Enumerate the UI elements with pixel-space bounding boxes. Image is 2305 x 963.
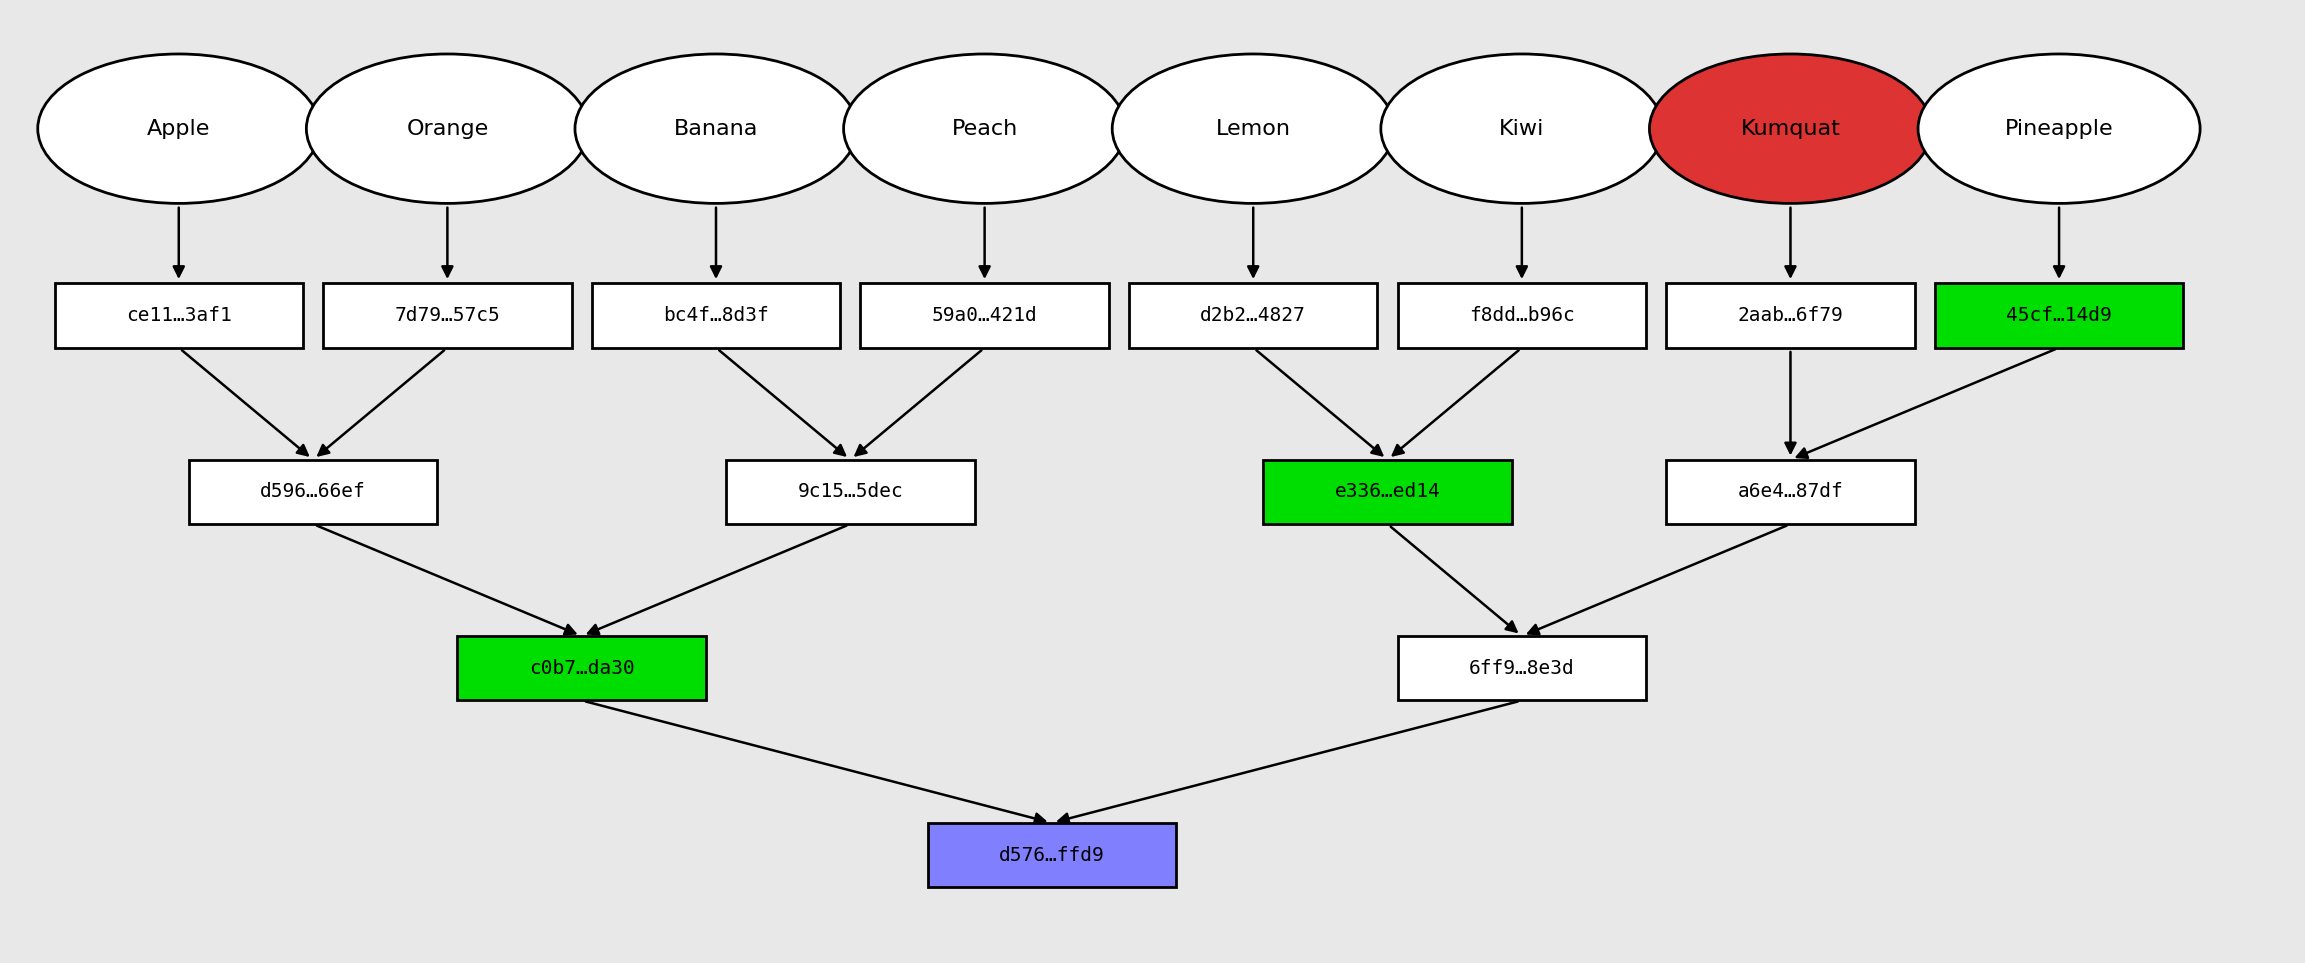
Text: Lemon: Lemon	[1215, 118, 1291, 139]
Text: f8dd…b96c: f8dd…b96c	[1468, 306, 1574, 325]
Text: Apple: Apple	[148, 118, 210, 139]
Text: ce11…3af1: ce11…3af1	[127, 306, 230, 325]
Text: Orange: Orange	[406, 118, 489, 139]
FancyBboxPatch shape	[1397, 637, 1646, 700]
Text: 2aab…6f79: 2aab…6f79	[1738, 306, 1844, 325]
Text: Kiwi: Kiwi	[1498, 118, 1544, 139]
Ellipse shape	[1650, 54, 1932, 203]
Text: Kumquat: Kumquat	[1740, 118, 1839, 139]
FancyBboxPatch shape	[860, 283, 1109, 348]
Text: 9c15…5dec: 9c15…5dec	[798, 482, 904, 502]
FancyBboxPatch shape	[55, 283, 302, 348]
Text: 6ff9…8e3d: 6ff9…8e3d	[1468, 659, 1574, 678]
FancyBboxPatch shape	[592, 283, 841, 348]
Text: e336…ed14: e336…ed14	[1335, 482, 1441, 502]
Ellipse shape	[574, 54, 857, 203]
Text: d596…66ef: d596…66ef	[260, 482, 366, 502]
Text: Banana: Banana	[673, 118, 758, 139]
Ellipse shape	[1113, 54, 1395, 203]
Text: bc4f…8d3f: bc4f…8d3f	[664, 306, 770, 325]
Text: 7d79…57c5: 7d79…57c5	[394, 306, 500, 325]
Text: Pineapple: Pineapple	[2005, 118, 2114, 139]
Text: d576…ffd9: d576…ffd9	[998, 846, 1104, 865]
FancyBboxPatch shape	[1667, 283, 1915, 348]
Text: c0b7…da30: c0b7…da30	[528, 659, 634, 678]
Ellipse shape	[844, 54, 1125, 203]
FancyBboxPatch shape	[456, 637, 705, 700]
Text: 45cf…14d9: 45cf…14d9	[2005, 306, 2111, 325]
Ellipse shape	[307, 54, 588, 203]
FancyBboxPatch shape	[726, 459, 975, 524]
FancyBboxPatch shape	[1667, 459, 1915, 524]
Ellipse shape	[1918, 54, 2199, 203]
FancyBboxPatch shape	[323, 283, 572, 348]
Text: d2b2…4827: d2b2…4827	[1201, 306, 1307, 325]
FancyBboxPatch shape	[1129, 283, 1378, 348]
Ellipse shape	[37, 54, 320, 203]
Text: a6e4…87df: a6e4…87df	[1738, 482, 1844, 502]
FancyBboxPatch shape	[1397, 283, 1646, 348]
Ellipse shape	[1381, 54, 1662, 203]
Text: Peach: Peach	[952, 118, 1019, 139]
FancyBboxPatch shape	[1263, 459, 1512, 524]
Text: 59a0…421d: 59a0…421d	[931, 306, 1037, 325]
FancyBboxPatch shape	[1934, 283, 2183, 348]
FancyBboxPatch shape	[189, 459, 438, 524]
FancyBboxPatch shape	[927, 823, 1176, 887]
